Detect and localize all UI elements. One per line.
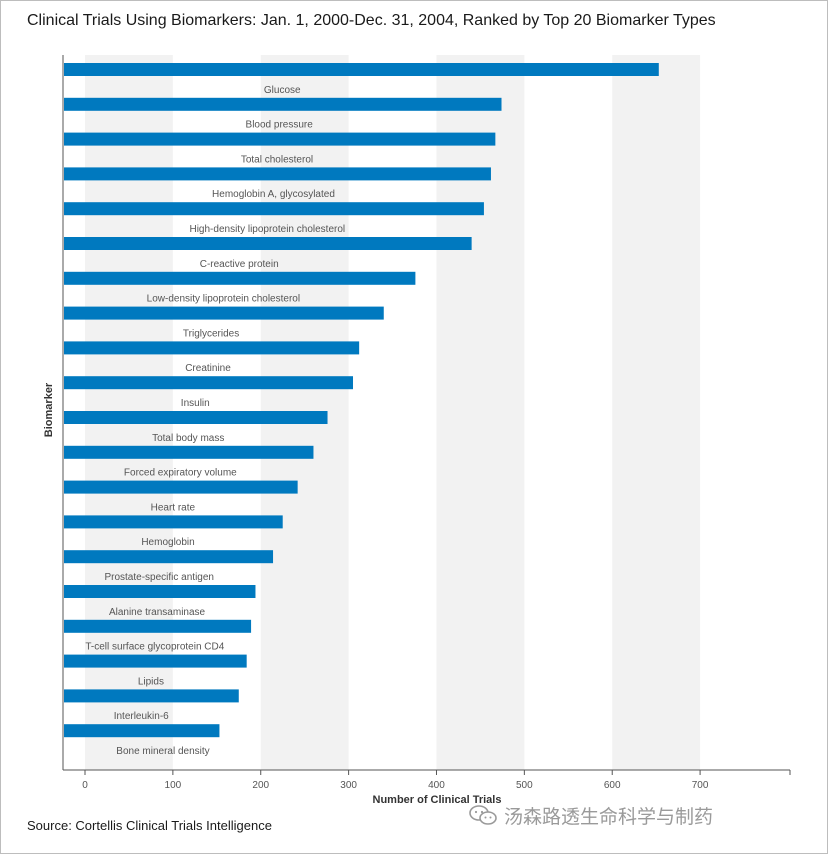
category-label: Total body mass — [152, 433, 224, 444]
bar-labels: Glucose Blood pressure Total cholesterol He… — [85, 85, 345, 757]
category-label: Hemoglobin — [141, 537, 194, 548]
bar — [64, 271, 416, 285]
bar — [64, 689, 239, 703]
bar — [64, 341, 360, 355]
category-label: Total cholesterol — [241, 154, 313, 165]
bar — [64, 306, 384, 320]
x-tick-label: 500 — [516, 780, 533, 791]
axes — [62, 55, 791, 775]
category-label: Alanine transaminase — [109, 607, 206, 618]
bars — [64, 63, 659, 738]
category-label: Low-density lipoprotein cholesterol — [147, 294, 300, 305]
source-note: Source: Cortellis Clinical Trials Intell… — [27, 818, 272, 833]
category-label: Lipids — [138, 676, 164, 687]
category-label: Blood pressure — [246, 120, 314, 131]
grid-band — [612, 55, 701, 770]
bar — [64, 654, 247, 668]
bar — [64, 376, 354, 390]
bar — [64, 550, 274, 564]
y-axis-title: Biomarker — [43, 382, 55, 437]
bar — [64, 515, 283, 529]
x-tick-label: 0 — [82, 780, 88, 791]
watermark: 汤森路透生命科学与制药 — [468, 800, 713, 830]
category-label: Heart rate — [151, 502, 196, 513]
x-tick-label: 400 — [428, 780, 445, 791]
x-tick-label: 200 — [252, 780, 269, 791]
bar — [64, 445, 314, 459]
category-label: Prostate-specific antigen — [104, 572, 214, 583]
wechat-icon — [469, 805, 497, 825]
category-label: Forced expiratory volume — [124, 468, 237, 479]
category-label: Triglycerides — [183, 328, 239, 339]
bar — [64, 97, 502, 111]
bar — [64, 132, 496, 146]
grid-band — [436, 55, 525, 770]
bar — [64, 411, 328, 424]
bar — [64, 63, 659, 76]
category-label: C-reactive protein — [200, 259, 279, 270]
bar — [64, 585, 256, 598]
category-label: Insulin — [181, 398, 210, 409]
tick-labels: 0 100 200 300 400 500 600 700 — [82, 780, 709, 791]
bar — [64, 619, 252, 633]
bar — [64, 480, 298, 494]
x-tick-label: 600 — [604, 780, 621, 791]
category-label: Glucose — [264, 85, 301, 96]
category-label: Hemoglobin A, glycosylated — [212, 189, 335, 200]
bar — [64, 202, 484, 216]
x-axis-title: Number of Clinical Trials — [373, 794, 502, 806]
category-label: Interleukin-6 — [114, 711, 169, 722]
bar — [64, 167, 491, 181]
bar — [64, 237, 472, 250]
x-tick-label: 300 — [340, 780, 357, 791]
x-tick-label: 700 — [692, 780, 709, 791]
category-label: Bone mineral density — [116, 746, 209, 757]
x-tick-label: 100 — [165, 780, 182, 791]
chart-title: Clinical Trials Using Biomarkers: Jan. 1… — [27, 12, 716, 29]
category-label: T-cell surface glycoprotein CD4 — [85, 642, 224, 653]
bar — [64, 724, 220, 738]
category-label: High-density lipoprotein cholesterol — [189, 224, 345, 235]
watermark-text: 汤森路透生命科学与制药 — [504, 805, 714, 828]
category-label: Creatinine — [185, 363, 231, 374]
